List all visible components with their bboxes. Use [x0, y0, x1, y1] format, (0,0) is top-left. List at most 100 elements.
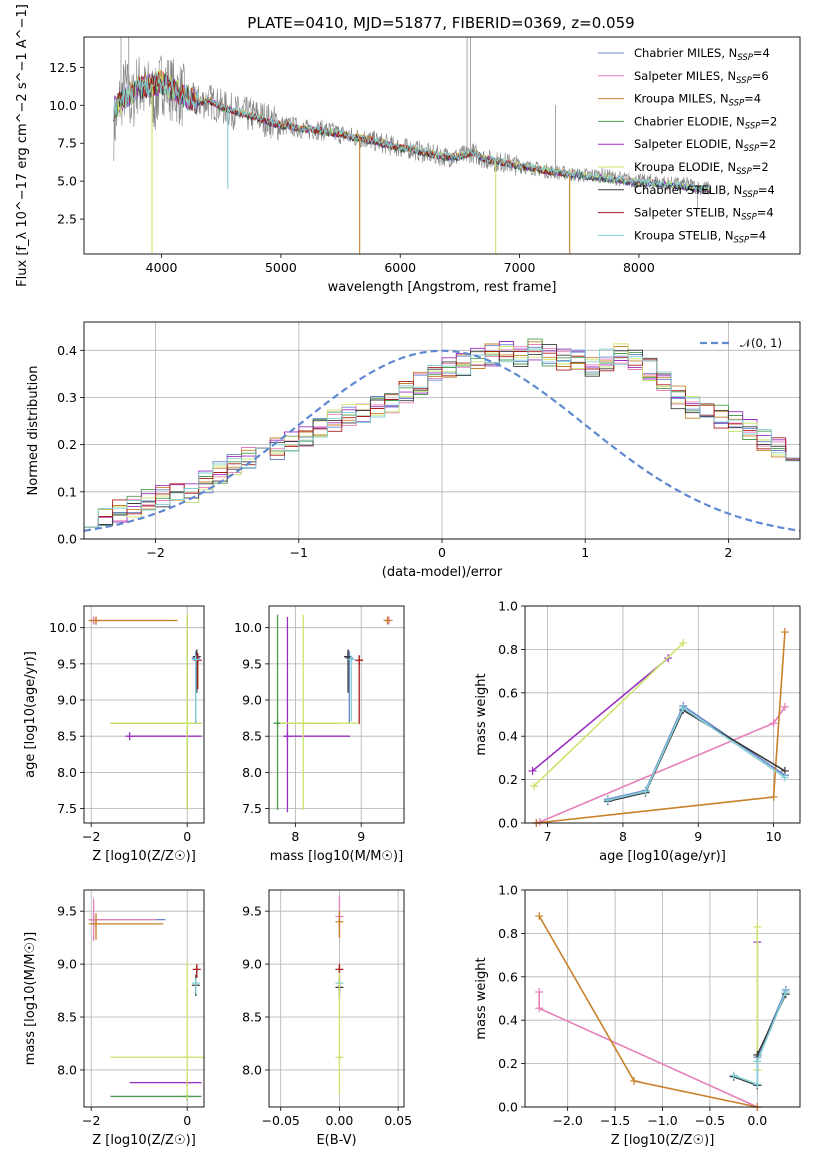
x-tick-label: 8: [619, 829, 627, 844]
plot-area: [113, 37, 711, 254]
legend-entry: Chabrier MILES, NSSP=4: [634, 46, 770, 63]
axes-frame: [83, 321, 801, 540]
errorbar-point: [355, 655, 364, 724]
weight-line: [531, 657, 669, 772]
y-tick-label: 8.0: [242, 1062, 262, 1077]
panel-age-vs-mass: 8 9 7.5 8.0 8.5 9.0 9.5 10.0 mass [log10(M/M☉)]: [234, 605, 405, 864]
x-tick-label: 7: [544, 829, 552, 844]
errorbar-point: [344, 649, 353, 693]
weight-marker: [780, 628, 789, 637]
point-marker: [192, 965, 201, 974]
x-axis-label: E(B-V): [316, 1133, 356, 1148]
weight-marker: [630, 1076, 639, 1085]
legend-entry: Salpeter MILES, NSSP=6: [634, 69, 769, 86]
errorbar-point: [110, 961, 204, 1100]
model-spectrum-kroupa-elodie: [113, 69, 711, 193]
y-tick-label: 8.5: [57, 1010, 77, 1025]
x-tick-label: 0.00: [326, 1113, 354, 1128]
point-marker: [193, 656, 202, 665]
errorbar-point: [335, 911, 344, 938]
axes-frame: [268, 605, 405, 824]
y-tick-label: 0.6: [498, 969, 518, 984]
y-tick-label: 10.0: [234, 620, 262, 635]
y-tick-label: 8.5: [57, 729, 77, 744]
y-tick-label: 9.0: [242, 693, 262, 708]
errorbar-point: [129, 1078, 202, 1087]
x-axis-label: Z [log10(Z/Z☉)]: [92, 849, 196, 864]
weight-marker: [679, 703, 688, 712]
weight-marker: [528, 766, 537, 775]
x-tick-label: 2: [724, 545, 732, 560]
axes-frame: [524, 605, 801, 824]
x-tick-label: 5000: [265, 260, 297, 275]
axes-frame: [83, 889, 205, 1108]
y-axis-label: mass weight: [474, 957, 489, 1039]
histogram-chabrier-stelib: [84, 344, 800, 539]
weight-marker: [535, 912, 544, 921]
x-tick-label: −2.0: [552, 1113, 582, 1128]
legend-entry: 𝒩(0, 1): [740, 336, 782, 350]
y-tick-label: 8.5: [242, 729, 262, 744]
model-spectrum-salpeter-stelib: [113, 71, 568, 178]
weight-line: [733, 991, 787, 1086]
errorbar-point: [125, 732, 202, 741]
y-tick-label: 8.0: [57, 765, 77, 780]
point-marker: [183, 1053, 192, 1062]
x-tick-label: 8000: [623, 260, 655, 275]
weight-marker: [753, 922, 762, 931]
weight-line: [533, 642, 684, 787]
x-tick-label: 0.0: [747, 1113, 767, 1128]
y-tick-label: 0.8: [498, 642, 518, 657]
x-tick-label: 0: [183, 829, 191, 844]
point-marker: [92, 919, 100, 928]
plot-area: [528, 628, 789, 827]
point-marker: [299, 719, 308, 728]
y-axis-label: age [log10(age/yr)]: [23, 651, 38, 778]
panel-mass-vs-Z: −2 0 8.0 8.5 9.0 9.5 Z [log10(Z/Z☉)] mass [log1…: [23, 889, 205, 1148]
y-tick-label: 5.0: [57, 174, 77, 189]
errorbar-point: [88, 913, 164, 940]
legend: Chabrier MILES, NSSP=4 Salpeter MILES, NS…: [598, 46, 777, 245]
y-tick-label: 9.0: [242, 957, 262, 972]
x-tick-label: −1.5: [600, 1113, 630, 1128]
y-tick-label: 0.6: [498, 685, 518, 700]
y-tick-label: 2.5: [57, 212, 77, 227]
y-tick-label: 8.0: [57, 1062, 77, 1077]
x-tick-label: −2: [82, 1113, 100, 1128]
point-marker: [335, 917, 344, 926]
weight-marker: [753, 1080, 762, 1089]
x-tick-label: −0.05: [262, 1113, 300, 1128]
point-marker: [347, 655, 356, 664]
y-tick-label: 12.5: [49, 60, 77, 75]
panel-weight-vs-age: 7 8 9 10 0.0 0.2 0.4 0.6 0.8 1.0 age [log10(age/yr…: [474, 599, 801, 864]
weight-marker: [780, 702, 789, 711]
weight-line: [607, 706, 786, 801]
x-tick-label: 4000: [146, 260, 178, 275]
weight-marker: [753, 1057, 762, 1066]
legend-entry: Kroupa MILES, NSSP=4: [634, 92, 761, 109]
y-tick-label: 1.0: [498, 883, 518, 898]
y-tick-label: 9.0: [57, 693, 77, 708]
errorbar-point: [191, 655, 200, 722]
panel-residuals: −2 −1 0 1 2 0.0 0.1 0.2 0.3 0.4 (data-model)/error…: [26, 321, 801, 580]
x-axis-label: Z [log10(Z/Z☉)]: [92, 1133, 196, 1148]
point-marker: [335, 1053, 344, 1062]
x-axis-label: wavelength [Angstrom, rest frame]: [328, 280, 557, 295]
model-spectrum-kroupa-stelib: [113, 71, 711, 192]
x-tick-label: 9: [357, 829, 365, 844]
point-marker: [191, 655, 200, 664]
y-tick-label: 1.0: [498, 599, 518, 614]
errorbar-point: [273, 614, 341, 810]
point-marker: [125, 732, 134, 741]
y-tick-label: 0.4: [498, 729, 518, 744]
weight-marker: [641, 787, 650, 796]
weight-marker: [603, 796, 612, 805]
errorbar-point: [88, 616, 178, 625]
y-tick-label: 0.2: [57, 437, 77, 452]
axes-frame: [268, 889, 405, 1108]
y-tick-label: 0.0: [498, 1100, 518, 1115]
weight-marker: [679, 638, 688, 647]
axes-frame: [83, 605, 205, 824]
errorbar-point: [347, 655, 356, 722]
y-tick-label: 9.5: [57, 656, 77, 671]
